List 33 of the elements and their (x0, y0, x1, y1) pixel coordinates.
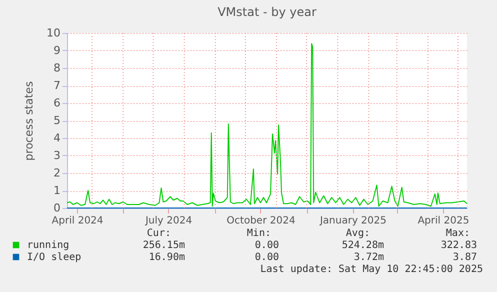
y-tick-label: 5 (54, 114, 60, 127)
y-tick-label: 6 (54, 96, 60, 110)
text: 0.00 (254, 252, 279, 263)
text: 256.15m (142, 240, 185, 251)
x-tick-label: April 2024 (52, 216, 104, 226)
x-tick-label: January 2025 (318, 216, 386, 226)
text: Max: (446, 228, 470, 239)
y-axis-title: process states (22, 81, 36, 161)
x-tick-label: July 2024 (144, 216, 192, 226)
legend-label: I/O sleep (27, 252, 82, 263)
x-tick-label: October 2024 (226, 216, 296, 226)
y-tick-label: 7 (54, 79, 60, 92)
text: 3.72m (354, 252, 384, 263)
y-tick-label: 4 (54, 132, 60, 144)
text: 524.28m (342, 240, 384, 251)
y-tick-label: 0 (54, 202, 60, 214)
text: 322.83 (440, 240, 477, 251)
text: Avg: (346, 228, 370, 239)
text: 3.87 (452, 252, 477, 263)
text: Min: (246, 228, 271, 239)
y-tick-label: 8 (54, 62, 60, 74)
text: Last update: Sat May 10 22:45:00 2025 (260, 264, 483, 275)
y-tick-label: 3 (54, 149, 60, 162)
x-tick-label: April 2025 (418, 216, 470, 226)
y-tick-label: 2 (54, 166, 60, 180)
y-tick-label: 9 (54, 44, 60, 57)
text: 0.00 (254, 240, 279, 251)
y-tick-label: 10 (46, 26, 60, 40)
chart-title: VMstat - by year (218, 5, 316, 19)
y-tick-label: 1 (54, 184, 60, 197)
text: Cur: (146, 228, 171, 239)
legend-label: running (27, 240, 70, 251)
text: 16.90m (148, 252, 185, 263)
